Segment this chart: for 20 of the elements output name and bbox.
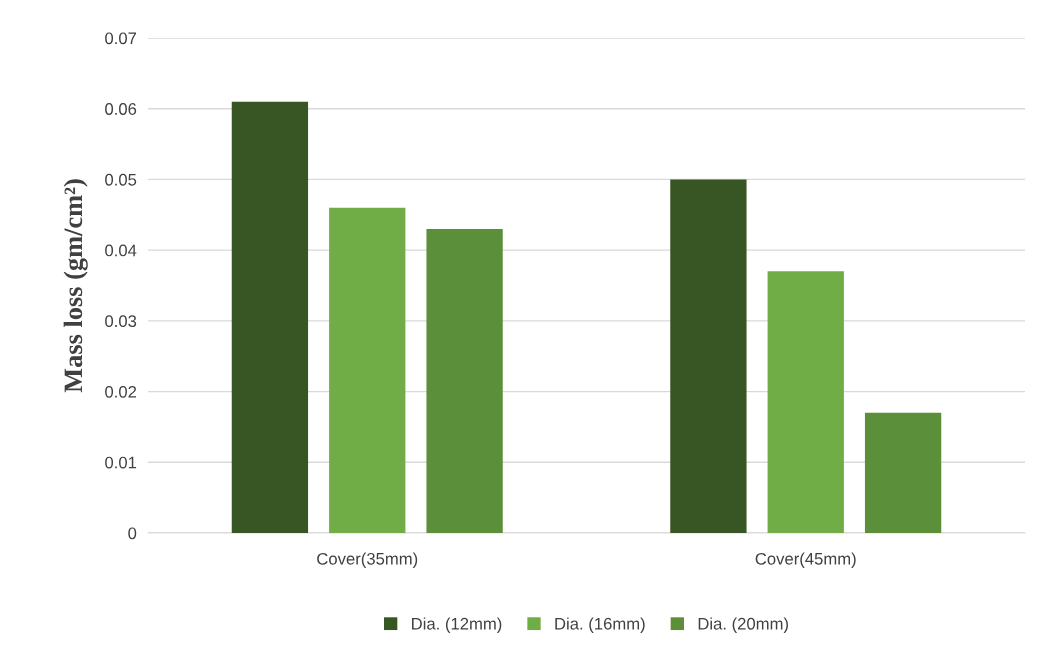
- x-tick-label: Cover(45mm): [755, 552, 856, 568]
- legend-label: Dia. (20mm): [698, 617, 788, 633]
- y-tick-label: 0.04: [105, 244, 137, 257]
- legend-label: Dia. (12mm): [412, 617, 502, 633]
- bar: [329, 207, 406, 533]
- y-tick-label: 0.05: [105, 173, 137, 186]
- y-tick-label: 0.03: [105, 315, 137, 328]
- bar: [670, 179, 747, 533]
- legend-label: Dia. (16mm): [555, 617, 645, 633]
- y-tick-label: 0: [128, 527, 137, 540]
- x-tick-label: Cover(35mm): [317, 552, 418, 568]
- y-tick-label: 0.07: [105, 32, 137, 45]
- bar: [231, 101, 309, 533]
- y-tick-label: 0.06: [105, 103, 137, 115]
- bar: [426, 228, 503, 533]
- bar: [767, 271, 844, 533]
- y-tick-label: 0.02: [105, 385, 137, 398]
- bar: [864, 412, 942, 533]
- y-tick-label: 0.01: [105, 456, 137, 469]
- y-axis-title: Mass loss (gm/cm²): [63, 179, 88, 393]
